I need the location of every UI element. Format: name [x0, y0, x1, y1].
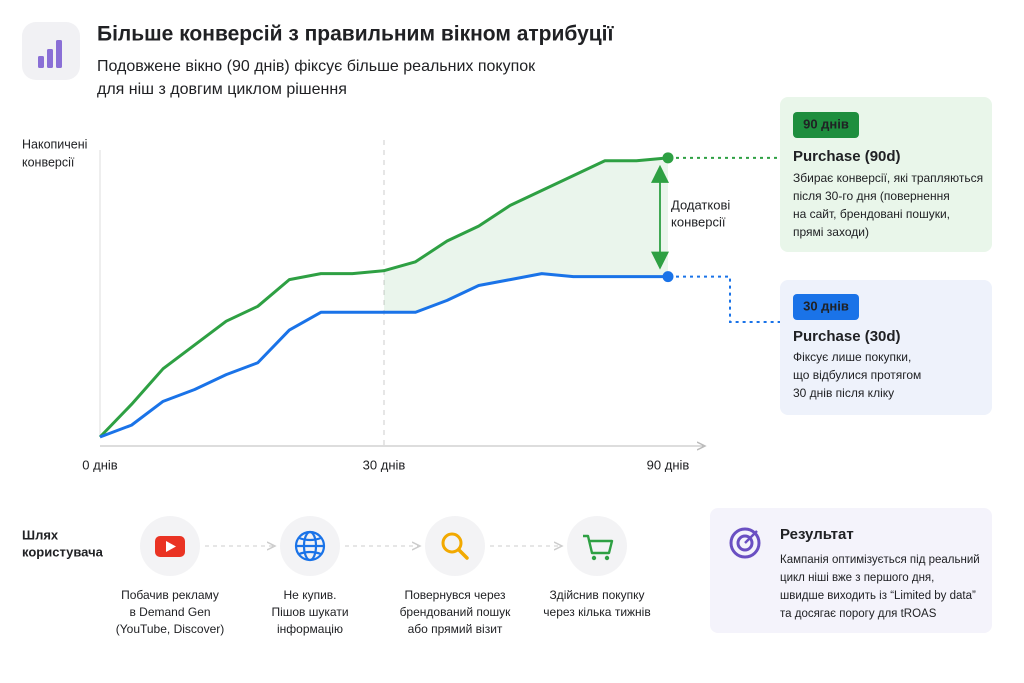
- y-axis-label: конверсії: [22, 155, 75, 169]
- card-title: Purchase (90d): [793, 148, 901, 165]
- series-line: [99, 272, 668, 439]
- x-tick-label: 0 днів: [82, 457, 117, 472]
- step-text: брендований пошук: [400, 605, 512, 619]
- card-text: 30 днів після кліку: [793, 386, 894, 400]
- step-text: Не купив.: [284, 588, 337, 602]
- step-text: Пішов шукати: [271, 605, 348, 619]
- step-text: в Demand Gen: [129, 605, 210, 619]
- subtitle: для ніш з довгим циклом рішення: [97, 81, 347, 98]
- journey-title: Шлях: [22, 527, 59, 542]
- result-card: [710, 508, 992, 633]
- result-text: цикл ніші вже з першого дня,: [780, 572, 934, 584]
- series-line: [98, 156, 669, 439]
- journey-icons: [140, 516, 627, 576]
- step-text: через кілька тижнів: [543, 605, 650, 619]
- x-tick-label: 90 днів: [647, 457, 690, 472]
- subtitle: Подовжене вікно (90 днів) фіксує більше …: [97, 58, 536, 75]
- card-title: Purchase (30d): [793, 328, 901, 345]
- badge-90: [793, 112, 859, 138]
- card-text: на сайт, брендовані пошуки,: [793, 207, 950, 221]
- badge-30: [793, 294, 859, 320]
- annotation: Додаткові: [671, 197, 730, 212]
- step-text: (YouTube, Discover): [116, 622, 225, 636]
- badge-label: 30 днів: [803, 298, 849, 313]
- result-icon: [729, 527, 761, 559]
- step-text: Здійснив покупку: [549, 588, 644, 602]
- result-text: Кампанія оптимізується під реальний: [780, 554, 980, 566]
- step-text: інформацію: [277, 622, 343, 636]
- card-text: Збирає конверсії, які трапляються: [793, 171, 983, 185]
- step-text: або прямий візит: [408, 622, 503, 636]
- gap-area: [384, 157, 668, 313]
- result-text: та досягає порогу для tROAS: [780, 608, 937, 620]
- step-text: Побачив рекламу: [121, 588, 219, 602]
- end-point: [662, 152, 674, 164]
- card-text: прямі заходи): [793, 225, 869, 239]
- card-text: Фіксує лише покупки,: [793, 350, 911, 364]
- x-tick-label: 30 днів: [363, 457, 406, 472]
- result-text: швидше виходить із “Limited by data”: [780, 590, 976, 602]
- annotation: конверсії: [671, 214, 726, 229]
- title: Більше конверсій з правильним вікном атр…: [97, 23, 615, 46]
- y-axis-label: Накопичені: [22, 137, 87, 151]
- step-text: Повернувся через: [404, 588, 506, 602]
- card-text: що відбулися протягом: [793, 368, 921, 382]
- end-point: [662, 271, 674, 283]
- journey-title: користувача: [22, 544, 104, 559]
- card-text: після 30-го дня (повернення: [793, 189, 950, 203]
- badge-label: 90 днів: [803, 116, 849, 131]
- header-icon: [22, 22, 80, 80]
- result-title: Результат: [780, 526, 854, 543]
- connector: [676, 275, 780, 323]
